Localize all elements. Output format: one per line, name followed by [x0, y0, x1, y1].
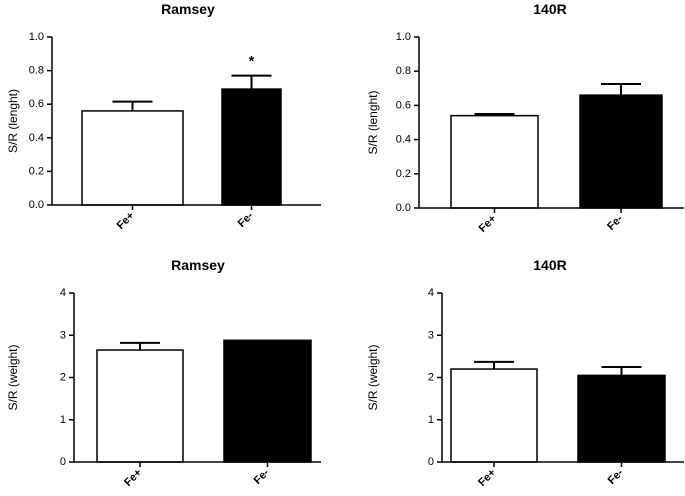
x-tick-label: Fe+	[476, 467, 498, 489]
y-tick-label: 0.8	[29, 65, 44, 77]
y-tick-label: 0.4	[396, 134, 411, 146]
chart-panel-ramsey-weight: Ramsey S/R (weight) 0 1 2 3 4 Fe+ Fe-	[6, 257, 321, 489]
y-tick-label: 2	[428, 372, 434, 384]
chart-title: Ramsey	[161, 1, 215, 17]
y-tick-label: 0.6	[396, 99, 411, 111]
y-tick-label: 4	[428, 287, 434, 299]
y-tick-label: 0	[60, 456, 66, 468]
x-tick-label: Fe+	[477, 213, 499, 235]
x-tick-label: Fe-	[606, 467, 626, 487]
y-tick-label: 0.8	[396, 65, 411, 77]
y-tick-label: 0.2	[29, 165, 44, 177]
chart-panel-ramsey-length: Ramsey S/R (lenght) * 0.0 0.2 0.4 0.6 0.8 1.0 F…	[6, 1, 321, 232]
y-axis-label: S/R (lenght)	[366, 90, 380, 154]
y-tick-label: 0.6	[29, 98, 44, 110]
y-tick-label: 4	[60, 287, 66, 299]
y-axis-label: S/R (lenght)	[6, 89, 20, 153]
chart-panel-140r-weight: 140R S/R (weight) 0 1 2 3 4 Fe+ Fe-	[366, 257, 684, 489]
x-tick-label: Fe+	[115, 210, 137, 232]
y-tick-label: 0	[428, 456, 434, 468]
y-tick-label: 3	[60, 329, 66, 341]
chart-title: 140R	[533, 1, 566, 17]
y-tick-label: 1	[428, 414, 434, 426]
y-tick-label: 3	[428, 329, 434, 341]
y-tick-label: 0.2	[396, 168, 411, 180]
bar-Fe+	[450, 114, 539, 209]
y-tick-label: 0.0	[396, 202, 411, 214]
bar-Fe+	[96, 349, 184, 463]
x-tick-label: Fe-	[236, 210, 256, 230]
y-tick-label: 0.0	[29, 199, 44, 211]
chart-panel-140r-length: 140R S/R (lenght) 0.0 0.2 0.4 0.6 0.8 1.0 Fe+ F…	[366, 1, 684, 235]
bar-Fe-	[577, 374, 666, 463]
y-tick-label: 1.0	[396, 31, 411, 43]
bar-Fe-	[579, 94, 663, 209]
x-tick-label: Fe+	[122, 467, 144, 489]
bar-Fe-	[221, 88, 282, 206]
y-axis-label: S/R (weight)	[6, 344, 20, 410]
y-tick-label: 1.0	[29, 31, 44, 43]
y-axis-label: S/R (weight)	[366, 344, 380, 410]
chart-title: 140R	[533, 257, 566, 273]
bar-Fe+	[81, 110, 184, 206]
y-tick-label: 1	[60, 414, 66, 426]
y-tick-label: 2	[60, 372, 66, 384]
y-tick-label: 0.4	[29, 132, 44, 144]
bar-Fe-	[223, 339, 312, 463]
bar-Fe+	[450, 368, 538, 463]
chart-title: Ramsey	[171, 257, 225, 273]
x-tick-label: Fe-	[605, 213, 625, 233]
significance-marker: *	[249, 53, 255, 69]
x-tick-label: Fe-	[252, 467, 272, 487]
